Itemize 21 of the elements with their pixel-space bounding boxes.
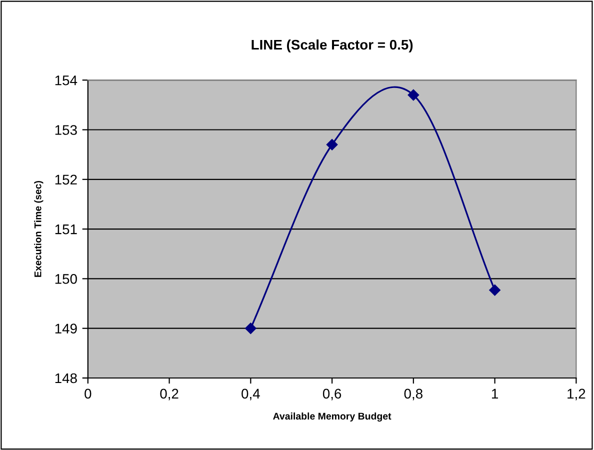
y-tick-label: 150 (55, 274, 77, 284)
x-tick-label: 1 (492, 388, 498, 398)
x-tick-label: 0 (84, 388, 92, 399)
x-tick-label: 0,8 (404, 388, 422, 400)
y-tick-label: 151 (55, 224, 77, 234)
y-tick-label: 154 (55, 76, 78, 86)
y-tick-label: 152 (55, 174, 77, 185)
x-tick-label: 0,2 (160, 388, 178, 400)
point (489, 284, 500, 296)
point (408, 89, 420, 101)
y-tick-label: 153 (55, 125, 77, 135)
y-axis-title: Execution Time (sec) (34, 180, 44, 277)
x-axis-title: Available Memory Budget (273, 412, 392, 422)
y-tick-label: 148 (55, 373, 77, 384)
x-tick-label: 0,4 (242, 388, 260, 400)
y-tick-label: 149 (55, 324, 77, 334)
x-tick-label: 1,2 (568, 388, 586, 400)
point (245, 322, 256, 334)
point (326, 139, 338, 150)
chart-title: LINE (Scale Factor = 0.5) (252, 39, 413, 52)
x-tick-label: 0,6 (322, 388, 342, 400)
